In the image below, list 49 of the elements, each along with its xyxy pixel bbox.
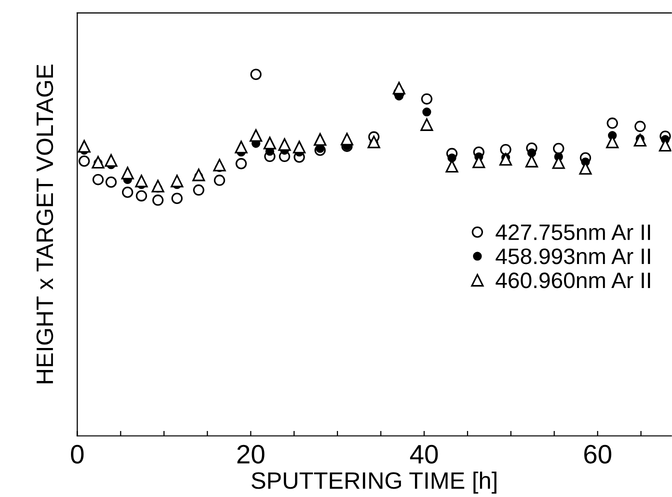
point bbox=[392, 82, 406, 94]
point bbox=[292, 140, 306, 154]
point bbox=[170, 174, 184, 188]
x-tick-label: 60 bbox=[584, 444, 612, 464]
point bbox=[527, 148, 536, 158]
point bbox=[422, 108, 432, 116]
legend-label: 460.960nm Ar II bbox=[496, 272, 650, 288]
point bbox=[634, 120, 646, 132]
point bbox=[152, 180, 164, 192]
point bbox=[136, 190, 148, 202]
point bbox=[250, 129, 262, 142]
point bbox=[340, 132, 354, 146]
legend-label: 427.755nm Ar II bbox=[496, 224, 650, 240]
point bbox=[499, 153, 512, 166]
point bbox=[135, 174, 148, 188]
point bbox=[78, 140, 91, 153]
point bbox=[421, 93, 432, 105]
point bbox=[250, 68, 262, 80]
y-axis-title: HEIGHT x TARGET VOLTAGE bbox=[36, 64, 54, 384]
point bbox=[552, 142, 564, 154]
x-axis-title: SPUTTERING TIME [h] bbox=[252, 472, 496, 494]
point bbox=[234, 140, 248, 154]
point bbox=[213, 158, 226, 172]
point bbox=[634, 134, 646, 146]
point bbox=[121, 166, 134, 180]
point bbox=[122, 186, 134, 198]
point bbox=[606, 118, 618, 129]
x-tick-label: 0 bbox=[70, 444, 84, 464]
point bbox=[192, 168, 206, 182]
point bbox=[92, 174, 104, 186]
x-tick-label: 40 bbox=[410, 444, 438, 464]
point bbox=[92, 156, 104, 169]
point bbox=[78, 156, 90, 167]
point bbox=[193, 184, 204, 196]
legend-label: 458.993nm Ar II bbox=[496, 248, 650, 264]
point bbox=[278, 138, 291, 151]
point bbox=[104, 154, 118, 167]
point bbox=[500, 144, 512, 156]
point bbox=[236, 158, 247, 170]
point bbox=[105, 176, 117, 188]
point bbox=[171, 192, 183, 204]
point bbox=[214, 174, 226, 186]
x-tick-label: 20 bbox=[237, 444, 264, 464]
point bbox=[152, 194, 164, 206]
point bbox=[420, 118, 434, 131]
point bbox=[448, 153, 456, 162]
point bbox=[263, 136, 276, 150]
point bbox=[368, 136, 380, 148]
point bbox=[314, 133, 326, 146]
